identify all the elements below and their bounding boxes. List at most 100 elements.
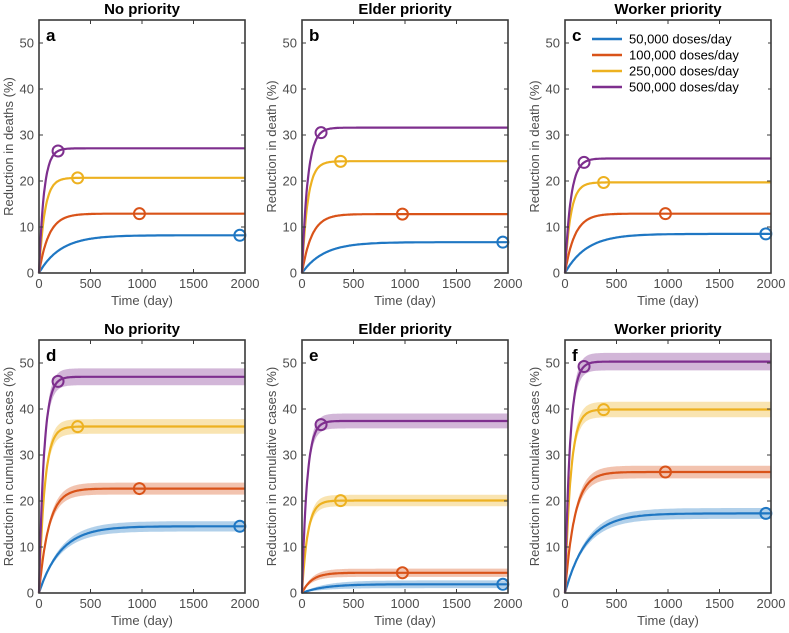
x-tick-label: 0 xyxy=(35,596,42,611)
y-tick-label: 0 xyxy=(27,266,34,281)
series-marker xyxy=(577,360,591,374)
y-axis-label: Reduction in cumulative cases (%) xyxy=(1,367,16,566)
panel-letter: d xyxy=(46,346,56,365)
series-50000 xyxy=(564,227,773,274)
y-tick-label: 20 xyxy=(283,174,297,189)
series-50000 xyxy=(37,519,247,594)
x-tick-label: 1000 xyxy=(391,276,420,291)
series-line xyxy=(37,525,245,594)
series-line xyxy=(37,425,245,594)
y-tick-label: 40 xyxy=(20,82,34,97)
x-tick-label: 500 xyxy=(80,276,102,291)
panel-title: Elder priority xyxy=(358,321,452,338)
series-line xyxy=(563,212,771,274)
confidence-band xyxy=(39,482,245,593)
y-axis-label: Reduction in deaths (%) xyxy=(1,77,16,216)
panel-title: Elder priority xyxy=(358,1,452,18)
x-tick-label: 500 xyxy=(606,596,628,611)
legend-entry: 100,000 doses/day xyxy=(629,48,739,63)
y-tick-label: 50 xyxy=(20,356,34,371)
confidence-band xyxy=(302,494,508,593)
axes-box xyxy=(301,19,509,274)
series-marker xyxy=(597,403,611,417)
series-line xyxy=(300,499,508,594)
series-line xyxy=(301,583,508,595)
x-tick-label: 1500 xyxy=(179,276,208,291)
y-axis-label: Reduction in death (%) xyxy=(527,80,542,212)
x-tick-label: 2000 xyxy=(494,276,523,291)
y-tick-label: 40 xyxy=(546,82,560,97)
x-tick-label: 0 xyxy=(35,276,42,291)
y-tick-label: 50 xyxy=(283,36,297,51)
x-tick-label: 1000 xyxy=(128,596,157,611)
series-line xyxy=(37,212,245,274)
panel-title: No priority xyxy=(104,1,180,18)
x-tick-label: 2000 xyxy=(231,596,260,611)
y-tick-label: 10 xyxy=(283,540,297,555)
y-tick-label: 30 xyxy=(20,448,34,463)
series-line xyxy=(37,375,245,594)
y-tick-label: 20 xyxy=(546,494,560,509)
legend-background xyxy=(586,30,768,96)
series-line xyxy=(37,487,245,594)
x-axis-label: Time (day) xyxy=(374,293,436,308)
series-marker xyxy=(51,374,65,388)
y-axis-label: Reduction in cumulative cases (%) xyxy=(527,367,542,566)
series-marker xyxy=(71,420,85,434)
x-tick-label: 1500 xyxy=(442,276,471,291)
series-marker xyxy=(71,171,85,185)
series-marker xyxy=(577,155,591,169)
y-axis-label: Reduction in death (%) xyxy=(264,80,279,212)
x-tick-label: 2000 xyxy=(757,276,786,291)
series-line xyxy=(563,360,771,594)
axes-box xyxy=(301,339,509,594)
panel-letter: f xyxy=(572,346,578,365)
series-50000 xyxy=(301,235,510,274)
confidence-band xyxy=(39,368,245,593)
series-line xyxy=(301,571,508,594)
panel-title: Worker priority xyxy=(614,321,722,338)
y-tick-label: 20 xyxy=(546,174,560,189)
x-tick-label: 1500 xyxy=(705,596,734,611)
y-axis-label: Reduction in cumulative cases (%) xyxy=(264,367,279,566)
y-tick-label: 10 xyxy=(20,540,34,555)
y-tick-label: 10 xyxy=(20,220,34,235)
confidence-band xyxy=(302,568,508,593)
x-tick-label: 1000 xyxy=(654,276,683,291)
x-tick-label: 0 xyxy=(298,276,305,291)
x-tick-label: 1000 xyxy=(654,596,683,611)
confidence-band xyxy=(39,521,245,593)
series-250000 xyxy=(300,494,508,594)
series-line xyxy=(37,147,245,274)
legend-entry: 500,000 doses/day xyxy=(629,80,739,95)
series-marker xyxy=(314,418,328,432)
series-marker xyxy=(395,566,409,580)
x-axis-label: Time (day) xyxy=(111,613,173,628)
series-marker xyxy=(597,175,611,189)
x-tick-label: 2000 xyxy=(757,596,786,611)
confidence-band xyxy=(39,419,245,593)
series-100000 xyxy=(563,207,771,274)
y-tick-label: 40 xyxy=(546,402,560,417)
confidence-band xyxy=(565,401,771,593)
series-line xyxy=(563,181,771,274)
y-tick-label: 10 xyxy=(546,540,560,555)
series-marker xyxy=(51,144,65,158)
y-tick-label: 50 xyxy=(20,36,34,51)
series-500000 xyxy=(300,126,508,274)
y-tick-label: 0 xyxy=(290,266,297,281)
panel-letter: b xyxy=(309,26,319,45)
series-marker xyxy=(132,207,146,221)
x-tick-label: 500 xyxy=(606,276,628,291)
series-100000 xyxy=(563,465,771,594)
x-tick-label: 2000 xyxy=(231,276,260,291)
series-line xyxy=(563,470,771,594)
series-500000 xyxy=(300,413,508,594)
x-tick-label: 1500 xyxy=(442,596,471,611)
